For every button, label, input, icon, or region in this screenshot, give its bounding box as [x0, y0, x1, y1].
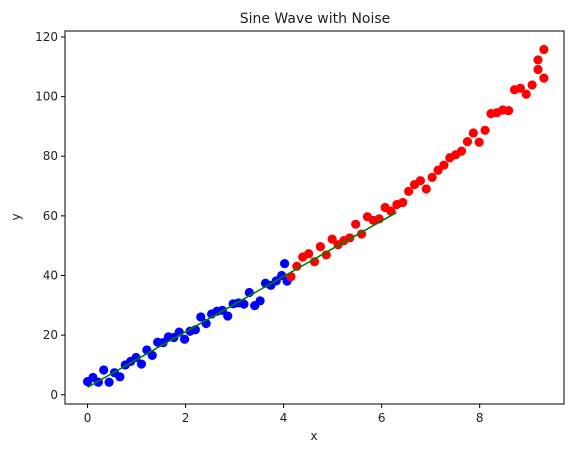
data-point-red — [427, 172, 437, 182]
data-point-blue — [180, 334, 190, 344]
data-point-red — [421, 184, 431, 194]
x-tick-label: 4 — [280, 411, 288, 425]
data-point-blue — [99, 365, 109, 375]
data-point-blue — [147, 350, 157, 360]
data-point-red — [468, 128, 478, 138]
plot-frame — [64, 30, 565, 405]
data-point-red — [315, 241, 325, 252]
y-tick-label: 20 — [43, 328, 58, 342]
y-tick-label: 80 — [43, 149, 58, 163]
data-point-red — [533, 64, 543, 75]
x-tick-label: 2 — [182, 411, 190, 425]
data-point-blue — [131, 352, 141, 363]
y-tick-label: 0 — [50, 388, 58, 402]
data-point-red — [327, 234, 337, 244]
data-point-red — [480, 125, 490, 135]
data-point-red — [533, 55, 543, 65]
data-point-red — [351, 219, 361, 229]
data-point-red — [474, 137, 484, 147]
x-axis: 0 2 4 6 8 — [84, 404, 484, 425]
x-tick-label: 6 — [378, 411, 386, 425]
data-point-red — [504, 106, 514, 116]
x-tick-label: 0 — [84, 411, 92, 425]
plot-area — [82, 44, 549, 388]
data-point-red — [415, 176, 425, 186]
data-point-blue — [115, 372, 125, 382]
data-point-red — [404, 186, 414, 197]
data-point-red — [462, 137, 473, 147]
data-point-red — [292, 261, 302, 271]
x-axis-label: x — [310, 429, 317, 443]
data-point-blue — [255, 296, 265, 306]
data-point-red — [304, 249, 314, 259]
y-tick-label: 120 — [35, 30, 58, 44]
data-point-blue — [239, 299, 249, 309]
data-point-red — [539, 73, 549, 83]
data-point-red — [521, 89, 531, 99]
data-point-red — [321, 250, 331, 260]
data-point-blue — [223, 311, 233, 321]
data-point-red — [527, 80, 537, 90]
data-point-red — [398, 197, 408, 208]
data-point-red — [386, 206, 396, 216]
data-point-red — [515, 83, 525, 93]
fit-line — [87, 211, 397, 388]
x-tick-label: 8 — [476, 411, 484, 425]
data-point-blue — [136, 359, 147, 369]
y-tick-label: 100 — [35, 90, 58, 104]
y-axis-label: y — [9, 213, 23, 220]
data-point-red — [439, 160, 449, 170]
data-point-blue — [280, 258, 290, 269]
chart-title: Sine Wave with Noise — [240, 11, 391, 27]
data-point-blue — [104, 377, 114, 387]
y-tick-label: 60 — [43, 209, 58, 223]
data-point-blue — [196, 312, 206, 322]
data-point-red — [539, 44, 549, 55]
data-point-red — [456, 146, 467, 156]
y-axis: 0 20 40 60 80 100 120 — [35, 30, 65, 402]
y-tick-label: 40 — [43, 268, 58, 282]
